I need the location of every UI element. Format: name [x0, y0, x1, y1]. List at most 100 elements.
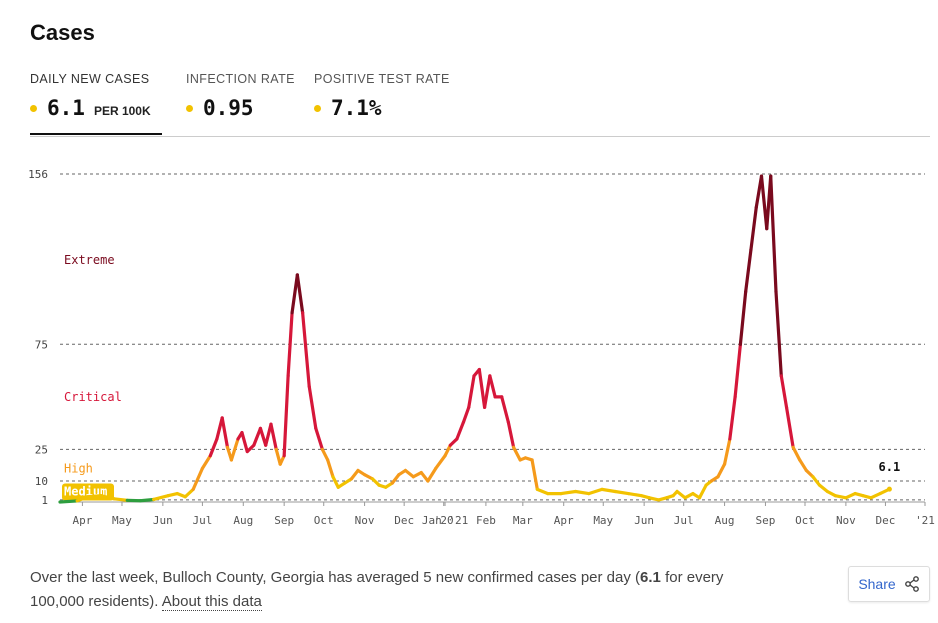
x-tick-label: '21	[915, 514, 935, 527]
series-segment	[220, 416, 230, 449]
summary-text-part2: for every 100,000 residents).	[30, 569, 724, 610]
series-segment	[506, 420, 516, 449]
series-segment	[320, 447, 330, 462]
series-segment	[697, 483, 708, 500]
tab-label: DAILY NEW CASES	[30, 72, 150, 86]
x-tick-label: Jun	[153, 514, 173, 527]
page-title: Cases	[30, 20, 95, 45]
series-segment	[307, 384, 318, 431]
series-segment	[403, 468, 415, 479]
x-tick-label: Aug	[233, 514, 253, 527]
status-dot-icon	[30, 105, 37, 112]
summary-value: 6.1	[640, 569, 661, 586]
series-segment	[86, 494, 103, 499]
series-segment	[183, 487, 195, 499]
x-tick-label: Oct	[795, 514, 815, 527]
tab-value: 7.1%	[331, 96, 382, 120]
series-segment	[455, 420, 466, 441]
x-tick-label: Apr	[72, 514, 92, 527]
x-tick-label: Feb	[476, 514, 496, 527]
series-segment	[269, 422, 278, 452]
tab-label: POSITIVE TEST RATE	[314, 72, 450, 86]
series-segment	[559, 489, 578, 496]
summary-text: Over the last week, Bulloch County, Geor…	[30, 566, 770, 614]
series-segment	[58, 499, 79, 504]
tab-value: 0.95	[203, 96, 254, 120]
y-tick-label: 10	[35, 475, 48, 488]
x-tick-label: Jul	[192, 514, 212, 527]
series-segment	[482, 374, 492, 409]
zone-label: Extreme	[64, 253, 115, 267]
x-tick-label: Dec	[876, 514, 896, 527]
series-segment	[744, 248, 753, 294]
y-tick-label: 156	[28, 168, 48, 181]
tab-positive-test-rate[interactable]: POSITIVE TEST RATE 7.1%	[314, 72, 454, 135]
series-segment	[461, 405, 471, 424]
series-segment	[811, 475, 822, 487]
end-value-label: 6.1	[879, 460, 901, 474]
series-segment	[240, 431, 249, 454]
series-segment	[530, 458, 539, 491]
zone-label: Critical	[64, 390, 122, 404]
tab-value: 6.1	[47, 96, 85, 120]
x-tick-label: Oct	[314, 514, 334, 527]
series-segment	[419, 470, 430, 483]
series-segment	[728, 395, 737, 441]
series-segment	[252, 426, 263, 447]
series-segment	[314, 426, 325, 452]
series-segment	[295, 273, 305, 315]
series-segment	[784, 405, 795, 449]
series-segment	[844, 491, 857, 500]
tab-daily-new-cases[interactable]: DAILY NEW CASES 6.1 PER 100K	[30, 72, 162, 135]
series-segment	[535, 487, 550, 496]
series-segment	[769, 174, 778, 294]
series-segment	[426, 466, 438, 483]
x-tick-label: Jul	[674, 514, 694, 527]
x-tick-label: Nov	[836, 514, 856, 527]
series-segment	[99, 494, 116, 501]
x-tick-label: Sep	[756, 514, 776, 527]
series-segment	[511, 445, 522, 462]
about-data-link[interactable]: About this data	[161, 593, 262, 611]
share-label: Share	[858, 576, 896, 592]
y-tick-label: 25	[35, 443, 48, 456]
x-tick-label: May	[593, 514, 613, 527]
tab-infection-rate[interactable]: INFECTION RATE 0.95	[186, 72, 296, 135]
series-segment	[488, 374, 497, 399]
series-segment	[869, 491, 882, 500]
series-segment	[774, 290, 783, 378]
last-point	[886, 486, 892, 492]
series-segment	[200, 454, 212, 470]
y-tick-label: 1	[41, 494, 48, 507]
series-segment	[229, 437, 240, 462]
series-segment	[282, 374, 290, 458]
series-segment	[626, 491, 644, 498]
series-segment	[817, 483, 830, 494]
status-dot-icon	[186, 105, 193, 112]
series-segment	[722, 437, 732, 466]
series-segment	[587, 487, 604, 496]
share-button[interactable]: Share	[848, 566, 930, 602]
x-tick-label: Nov	[355, 514, 375, 527]
series-segment	[301, 311, 311, 388]
series-segment	[798, 458, 808, 473]
series-segment	[443, 443, 452, 458]
series-segment	[112, 497, 129, 502]
cases-chart: 1 10 25 75 156 Apr May Jun Jul Aug Sep Oct Nov Dec '20…	[28, 168, 935, 527]
series-segment	[500, 395, 510, 424]
x-tick-label: Sep	[274, 514, 294, 527]
x-tick-label: Jun	[634, 514, 654, 527]
x-tick-label: '20	[434, 514, 454, 527]
series-segment	[191, 466, 205, 491]
series-segment	[600, 487, 617, 494]
series-segment	[390, 473, 401, 485]
series-segment	[738, 290, 748, 346]
series-segment	[833, 494, 848, 500]
series-segment	[152, 494, 170, 502]
status-dot-icon	[314, 105, 321, 112]
zone-label: High	[64, 461, 93, 475]
x-tick-label: Mar	[513, 514, 533, 527]
y-tick-label: 75	[35, 338, 48, 351]
share-icon	[904, 576, 919, 592]
series-segment	[477, 367, 487, 409]
